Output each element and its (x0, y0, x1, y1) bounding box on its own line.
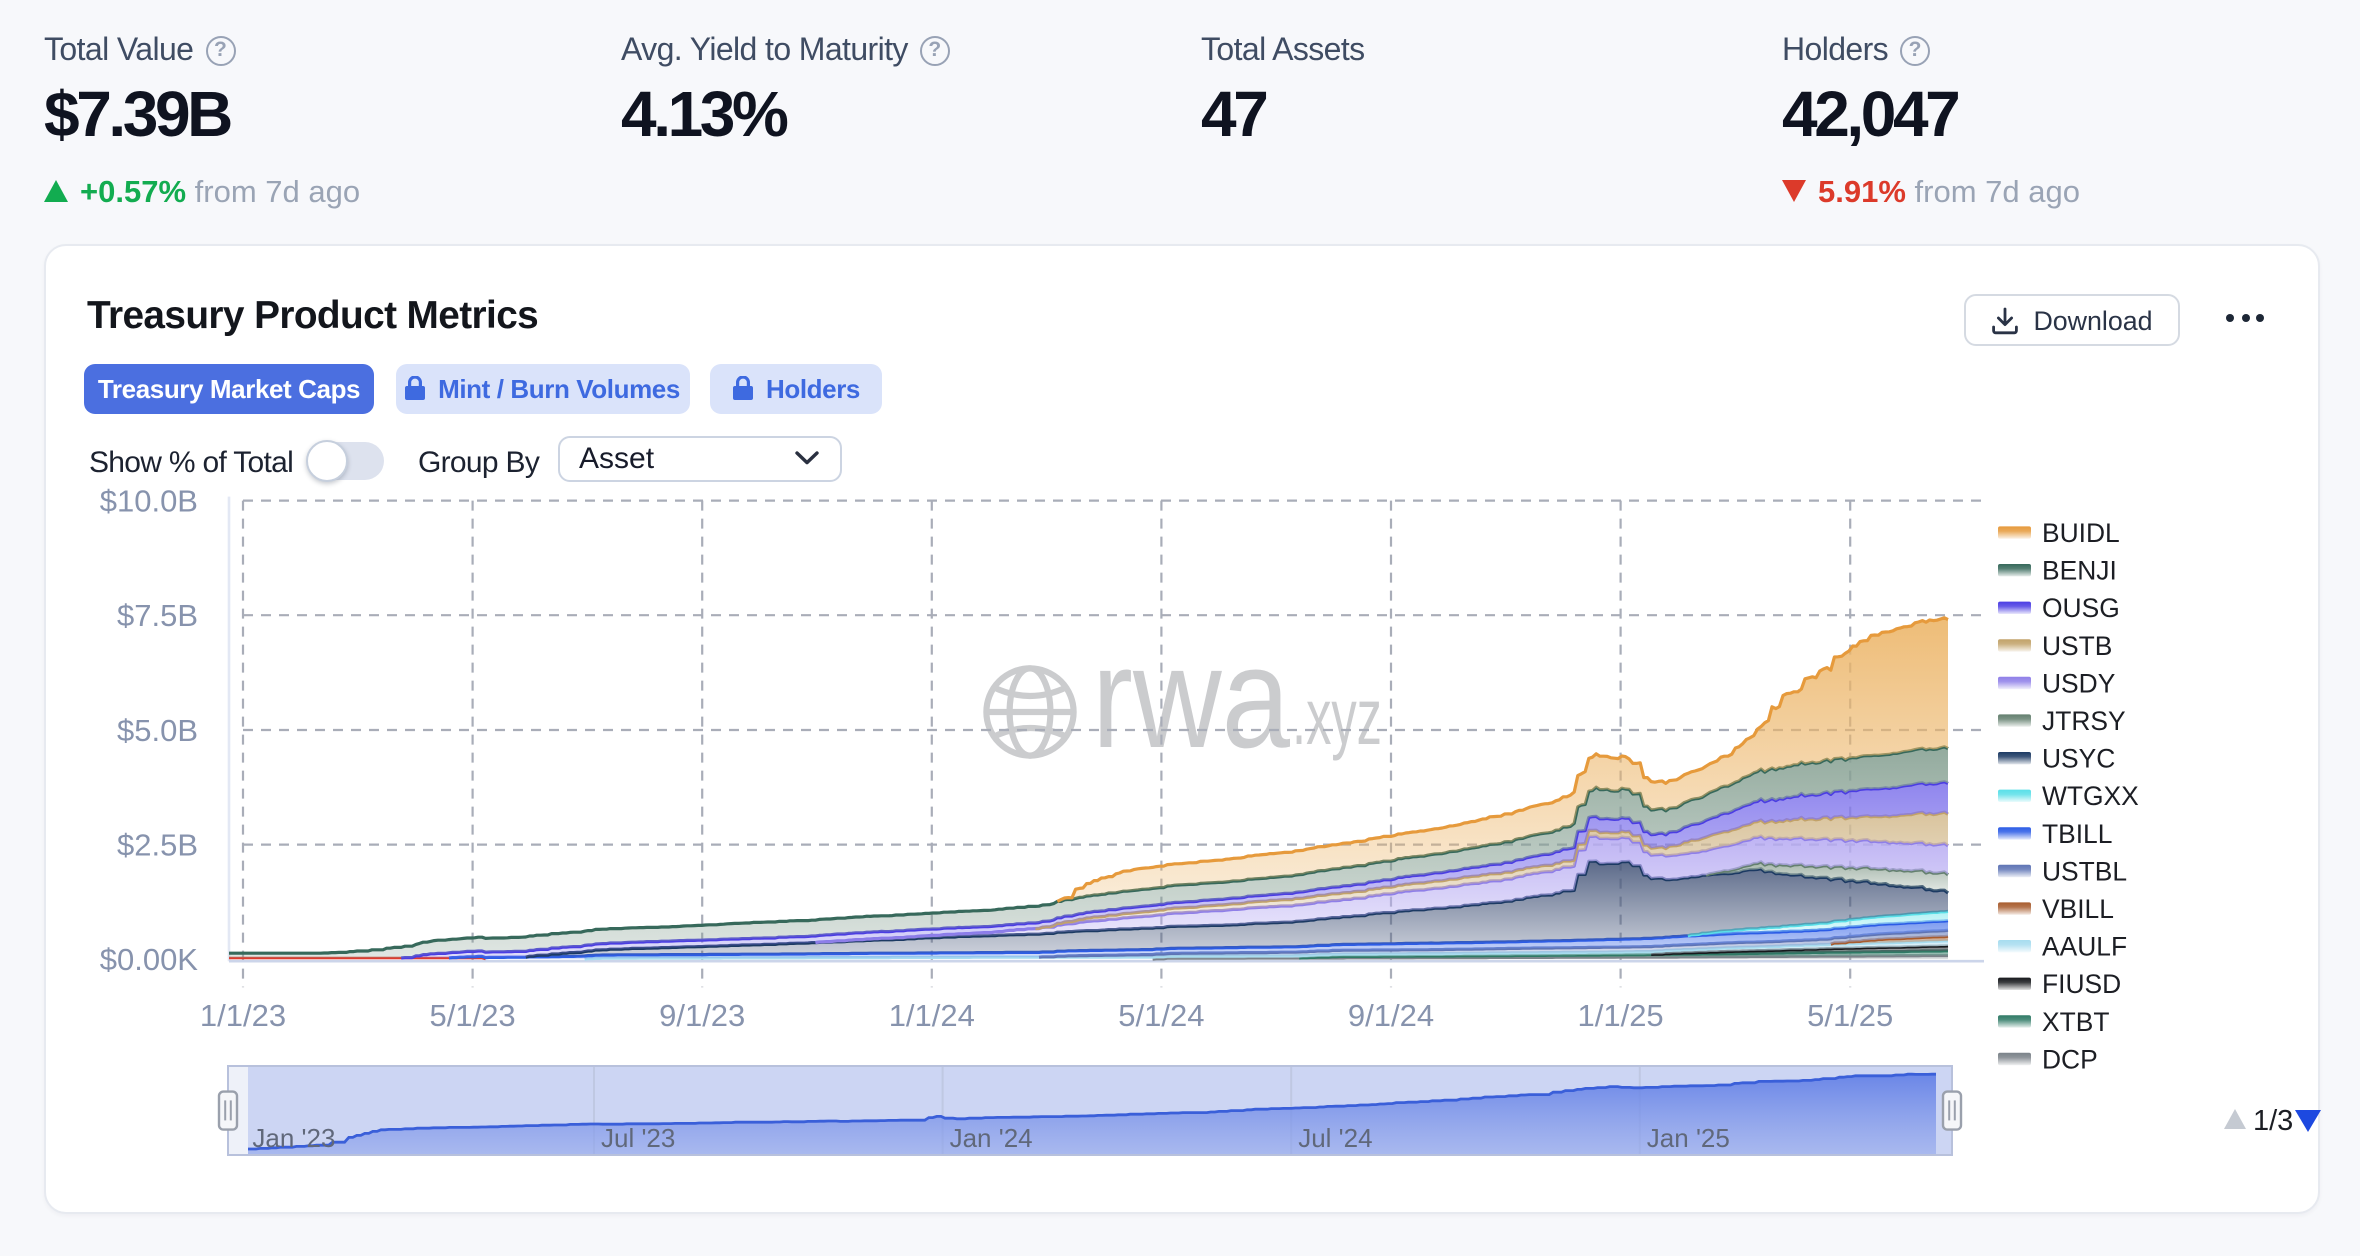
svg-text:$7.5B: $7.5B (117, 598, 198, 633)
svg-text:$5.0B: $5.0B (117, 713, 198, 748)
svg-text:9/1/23: 9/1/23 (659, 998, 745, 1033)
svg-text:1/1/23: 1/1/23 (200, 998, 286, 1033)
svg-text:9/1/24: 9/1/24 (1348, 998, 1434, 1033)
svg-text:OUSG: OUSG (2042, 593, 2120, 623)
svg-text:AAULF: AAULF (2042, 932, 2127, 962)
svg-text:$10.0B: $10.0B (100, 484, 198, 519)
svg-text:5/1/24: 5/1/24 (1118, 998, 1204, 1033)
svg-text:Jan '25: Jan '25 (1647, 1123, 1730, 1153)
svg-text:Jul '23: Jul '23 (601, 1123, 675, 1153)
svg-text:rwa: rwa (1092, 617, 1291, 778)
svg-text:BUIDL: BUIDL (2042, 518, 2120, 548)
svg-text:TBILL: TBILL (2042, 819, 2112, 849)
svg-text:5/1/25: 5/1/25 (1807, 998, 1893, 1033)
svg-text:Jul '24: Jul '24 (1298, 1123, 1372, 1153)
svg-text:$0.00K: $0.00K (100, 942, 199, 977)
svg-text:WTGXX: WTGXX (2042, 781, 2139, 811)
svg-text:.xyz: .xyz (1292, 672, 1382, 761)
svg-text:1/3: 1/3 (2253, 1105, 2293, 1137)
svg-text:USTBL: USTBL (2042, 856, 2127, 886)
svg-text:1/1/25: 1/1/25 (1577, 998, 1663, 1033)
svg-text:JTRSY: JTRSY (2042, 706, 2126, 736)
svg-text:$2.5B: $2.5B (117, 828, 198, 863)
svg-text:USYC: USYC (2042, 744, 2115, 774)
svg-text:BENJI: BENJI (2042, 556, 2117, 586)
svg-text:FIUSD: FIUSD (2042, 969, 2121, 999)
svg-text:Jan '24: Jan '24 (950, 1123, 1033, 1153)
svg-text:USDY: USDY (2042, 668, 2116, 698)
svg-text:DCP: DCP (2042, 1044, 2098, 1074)
svg-text:5/1/23: 5/1/23 (429, 998, 515, 1033)
svg-text:Jan '23: Jan '23 (252, 1123, 335, 1153)
svg-text:XTBT: XTBT (2042, 1007, 2109, 1037)
svg-text:1/1/24: 1/1/24 (889, 998, 975, 1033)
svg-text:VBILL: VBILL (2042, 894, 2114, 924)
svg-text:USTB: USTB (2042, 631, 2112, 661)
